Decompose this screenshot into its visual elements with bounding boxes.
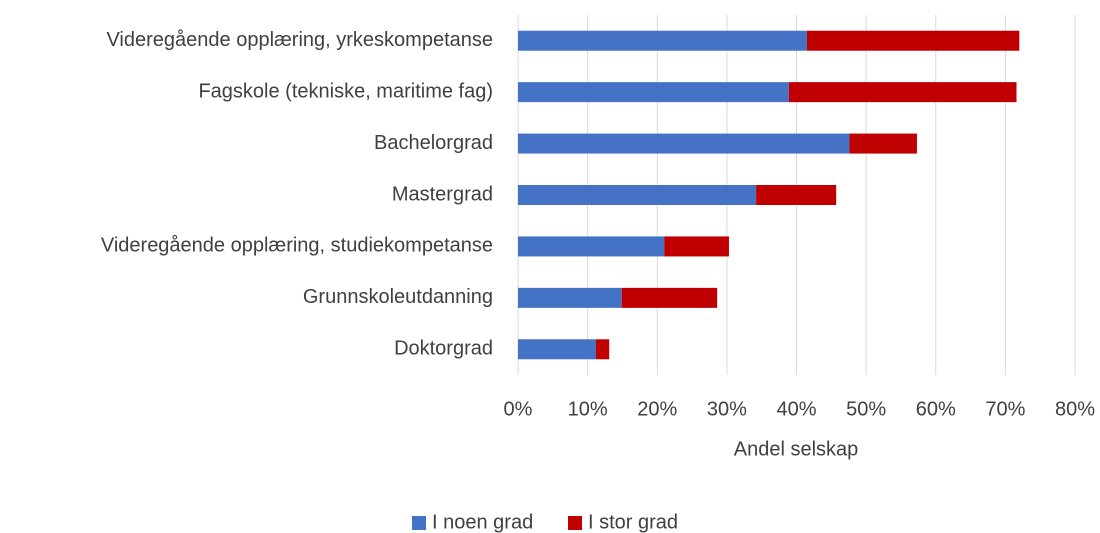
x-tick-label: 80% [1055, 398, 1095, 420]
x-tick-label: 20% [637, 398, 677, 420]
x-tick-label: 50% [846, 398, 886, 420]
bar-segment [788, 82, 1017, 103]
bar-segment [756, 185, 837, 205]
bar-segment [518, 236, 665, 257]
y-tick-label: Bachelorgrad [374, 132, 493, 154]
y-tick-label: Doktorgrad [394, 338, 493, 360]
bar-segment [849, 133, 917, 154]
x-tick-label: 40% [776, 398, 816, 420]
bar-segment [664, 236, 729, 257]
x-tick-label: 30% [707, 398, 747, 420]
bar-segment [518, 287, 622, 308]
y-tick-label: Fagskole (tekniske, maritime fag) [198, 80, 493, 102]
y-tick-label: Videregående opplæring, yrkeskompetanse [106, 29, 493, 51]
x-tick-label: 60% [916, 398, 956, 420]
bar-segment [518, 185, 757, 205]
y-tick-label: Videregående opplæring, studiekompetanse [101, 235, 493, 257]
legend-swatch [568, 516, 582, 530]
x-tick-label: 10% [568, 398, 608, 420]
bar-segment [595, 339, 610, 360]
x-tick-label: 70% [985, 398, 1025, 420]
bar-segment [621, 287, 718, 308]
y-tick-label: Mastergrad [392, 183, 493, 205]
bar-segment [518, 30, 807, 51]
y-tick-label: Grunnskoleutdanning [303, 286, 493, 308]
legend-label: I stor grad [588, 511, 678, 533]
bar-segment [806, 30, 1020, 51]
x-axis-label: Andel selskap [734, 438, 859, 460]
bar-segment [518, 339, 596, 360]
bar-segment [518, 133, 850, 154]
legend-swatch [412, 516, 426, 530]
legend-label: I noen grad [432, 511, 533, 533]
bar-segment [518, 82, 789, 103]
x-tick-label: 0% [504, 398, 533, 420]
